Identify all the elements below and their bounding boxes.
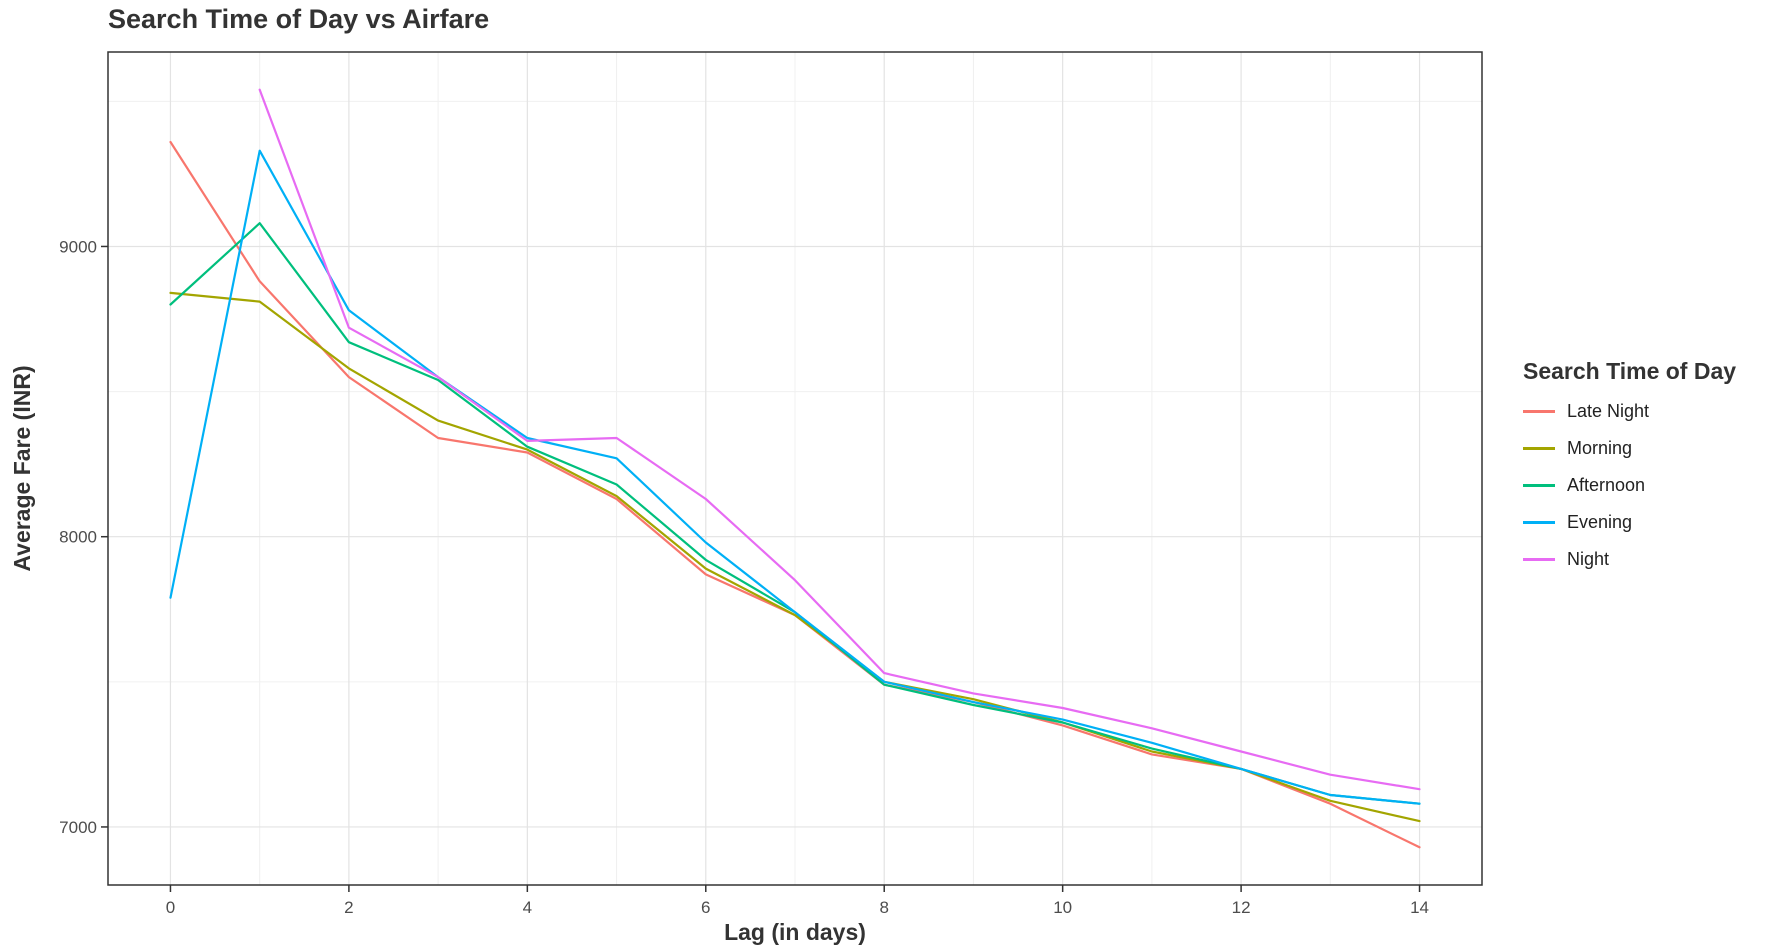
x-tick-label: 8 (879, 898, 888, 917)
x-tick-label: 6 (701, 898, 710, 917)
legend-item-morning: Morning (1523, 430, 1736, 467)
x-tick-label: 14 (1410, 898, 1429, 917)
x-tick-label: 12 (1232, 898, 1251, 917)
minor-gridlines (108, 52, 1482, 885)
legend-key (1523, 410, 1555, 413)
y-tick-label: 9000 (59, 237, 97, 256)
y-axis-label: Average Fare (INR) (9, 365, 35, 571)
legend-label: Afternoon (1567, 475, 1646, 495)
legend-key (1523, 447, 1555, 450)
legend-item-late-night: Late Night (1523, 393, 1736, 430)
chart-title: Search Time of Day vs Airfare (108, 4, 490, 34)
legend-items: Late Night Morning Afternoon Evening Night (1523, 393, 1736, 578)
x-tick-label: 0 (166, 898, 175, 917)
legend-item-night: Night (1523, 541, 1736, 578)
series-line-night (258, 88, 1421, 791)
axes: 0 2 4 6 8 10 12 14 7000 8000 9000 (59, 237, 1429, 917)
legend-key (1523, 484, 1555, 487)
x-tick-label: 10 (1053, 898, 1072, 917)
y-tick-label: 7000 (59, 818, 97, 837)
legend-label: Morning (1567, 438, 1633, 458)
series-line-evening (169, 149, 1421, 805)
legend-label: Night (1567, 549, 1610, 569)
major-gridlines (108, 52, 1482, 885)
legend: Search Time of Day Late Night Morning Afte… (1523, 358, 1736, 578)
legend-item-afternoon: Afternoon (1523, 467, 1736, 504)
legend-key (1523, 521, 1555, 524)
legend-key (1523, 558, 1555, 561)
x-tick-label: 2 (344, 898, 353, 917)
legend-label: Evening (1567, 512, 1633, 532)
series-lines (169, 88, 1421, 849)
plot-frame (107, 51, 1483, 886)
legend-item-evening: Evening (1523, 504, 1736, 541)
legend-label: Late Night (1567, 401, 1650, 421)
y-tick-label: 8000 (59, 528, 97, 547)
legend-title: Search Time of Day (1523, 358, 1737, 384)
x-tick-label: 4 (523, 898, 532, 917)
x-axis-label: Lag (in days) (724, 919, 866, 945)
